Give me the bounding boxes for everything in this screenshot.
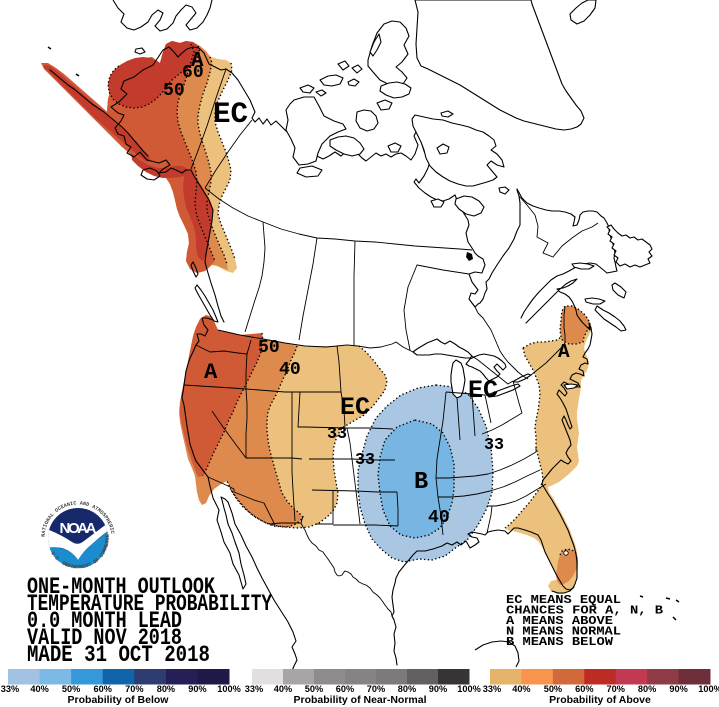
svg-text:40: 40 bbox=[279, 360, 301, 380]
svg-text:50: 50 bbox=[258, 338, 280, 358]
svg-text:VALID NOV 2018: VALID NOV 2018 bbox=[27, 625, 182, 652]
svg-text:B MEANS BELOW: B MEANS BELOW bbox=[506, 635, 614, 649]
svg-text:60%: 60% bbox=[94, 684, 112, 694]
svg-text:Probability of Below: Probability of Below bbox=[68, 694, 170, 706]
svg-text:70%: 70% bbox=[125, 684, 143, 694]
svg-text:40%: 40% bbox=[30, 684, 48, 694]
svg-text:33: 33 bbox=[355, 451, 375, 470]
svg-text:50: 50 bbox=[163, 81, 185, 101]
svg-text:A: A bbox=[204, 360, 218, 385]
svg-text:33%: 33% bbox=[483, 684, 501, 694]
svg-text:A: A bbox=[191, 50, 204, 73]
svg-text:90%: 90% bbox=[429, 684, 447, 694]
svg-text:50%: 50% bbox=[305, 684, 323, 694]
svg-text:80%: 80% bbox=[398, 684, 416, 694]
svg-text:33%: 33% bbox=[1, 684, 19, 694]
svg-text:50%: 50% bbox=[544, 684, 562, 694]
svg-text:40: 40 bbox=[428, 508, 450, 528]
svg-text:Probability of Near-Normal: Probability of Near-Normal bbox=[293, 694, 426, 706]
svg-text:80%: 80% bbox=[157, 684, 175, 694]
svg-text:100%: 100% bbox=[457, 684, 481, 694]
svg-text:40%: 40% bbox=[512, 684, 530, 694]
svg-text:B: B bbox=[414, 469, 428, 496]
svg-text:N MEANS NORMAL: N MEANS NORMAL bbox=[506, 625, 621, 639]
svg-text:A MEANS ABOVE: A MEANS ABOVE bbox=[506, 614, 613, 628]
svg-text:33: 33 bbox=[327, 425, 347, 444]
svg-text:80%: 80% bbox=[638, 684, 656, 694]
svg-text:A: A bbox=[558, 341, 570, 363]
svg-text:40%: 40% bbox=[274, 684, 292, 694]
svg-text:EC: EC bbox=[468, 376, 498, 405]
svg-text:NOAA: NOAA bbox=[60, 520, 97, 537]
svg-text:MADE 31 OCT 2018: MADE 31 OCT 2018 bbox=[27, 642, 210, 669]
svg-text:70%: 70% bbox=[367, 684, 385, 694]
svg-text:60%: 60% bbox=[575, 684, 593, 694]
svg-text:90%: 90% bbox=[669, 684, 687, 694]
svg-text:33: 33 bbox=[484, 436, 504, 455]
svg-text:EC MEANS EQUAL: EC MEANS EQUAL bbox=[506, 593, 621, 607]
svg-text:0.0 MONTH LEAD: 0.0 MONTH LEAD bbox=[27, 608, 182, 635]
svg-text:100%: 100% bbox=[698, 684, 719, 694]
svg-text:CHANCES FOR A, N, B: CHANCES FOR A, N, B bbox=[506, 604, 663, 618]
svg-text:60%: 60% bbox=[336, 684, 354, 694]
svg-text:ONE-MONTH OUTLOOK: ONE-MONTH OUTLOOK bbox=[27, 574, 216, 601]
svg-text:100%: 100% bbox=[217, 684, 241, 694]
svg-text:90%: 90% bbox=[188, 684, 206, 694]
svg-text:70%: 70% bbox=[607, 684, 625, 694]
svg-text:50%: 50% bbox=[62, 684, 80, 694]
svg-text:TEMPERATURE PROBABILITY: TEMPERATURE PROBABILITY bbox=[27, 591, 273, 618]
svg-text:60: 60 bbox=[182, 63, 204, 83]
svg-text:EC: EC bbox=[340, 393, 370, 422]
svg-text:33%: 33% bbox=[245, 684, 263, 694]
svg-text:EC: EC bbox=[213, 98, 248, 131]
svg-text:Probability of Above: Probability of Above bbox=[549, 694, 651, 706]
